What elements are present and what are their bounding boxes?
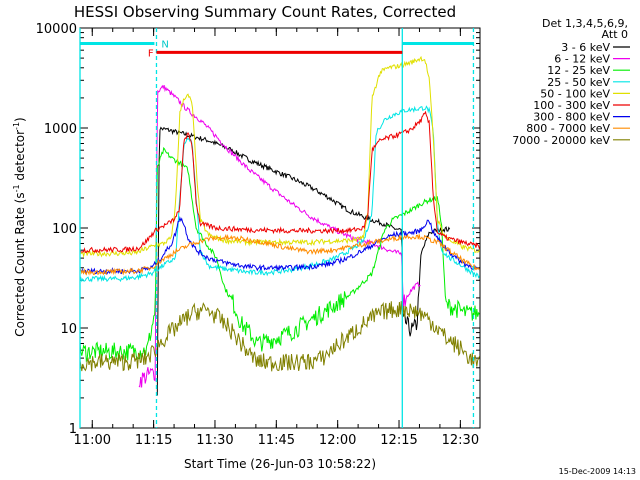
y-tick-label: 10: [60, 322, 77, 337]
y-tick-label: 100: [52, 222, 77, 237]
legend-label: 300 - 800 keV: [533, 111, 610, 124]
legend-label: 25 - 50 keV: [547, 76, 610, 89]
svg-text:Corrected Count Rate (s-1 dete: Corrected Count Rate (s-1 detector-1): [12, 117, 27, 336]
x-tick-label: 11:45: [258, 433, 295, 448]
legend-label: 100 - 300 keV: [533, 99, 610, 112]
x-tick-label: 11:00: [74, 433, 111, 448]
y-axis-label: Corrected Count Rate (s-1 detector-1): [12, 117, 27, 336]
legend-label: 50 - 100 keV: [540, 87, 610, 100]
footer-timestamp: 15-Dec-2009 14:13: [559, 467, 636, 476]
legend-label: 800 - 7000 keV: [526, 122, 610, 135]
legend-header-line-1: Det 1,3,4,5,6,9,: [542, 17, 628, 30]
series-line-8: [79, 301, 480, 372]
x-axis-label: Start Time (26-Jun-03 10:58:22): [184, 457, 376, 471]
series-line-0: [156, 126, 451, 396]
legend-label: 6 - 12 keV: [554, 53, 610, 66]
legend-label: 3 - 6 keV: [561, 41, 610, 54]
series-line-7: [80, 233, 480, 276]
y-tick-label: 10000: [36, 22, 77, 37]
legend-label: 12 - 25 keV: [547, 64, 610, 77]
y-tick-label: 1000: [44, 122, 77, 137]
legend-header-line-2: Att 0: [602, 28, 628, 41]
chart-title: HESSI Observing Summary Count Rates, Cor…: [74, 3, 456, 21]
series-line-3: [79, 105, 480, 283]
series-line-2: [79, 146, 480, 363]
flag-n-label: N: [161, 39, 168, 50]
x-tick-label: 12:15: [380, 433, 417, 448]
x-tick-label: 12:00: [319, 433, 356, 448]
x-tick-label: 11:15: [135, 433, 172, 448]
series-line-6: [79, 215, 480, 275]
series-line-4: [79, 55, 480, 259]
series-line-5: [79, 110, 480, 254]
x-tick-label: 12:30: [442, 433, 479, 448]
x-tick-label: 11:30: [196, 433, 233, 448]
y-tick-label: 1: [69, 422, 77, 437]
legend-label: 7000 - 20000 keV: [512, 134, 610, 147]
flag-f-label: F: [148, 48, 154, 59]
plot-area: 1 10 100 1000 10000 11:00 11:15 11:30 11:45 12:00…: [36, 22, 481, 448]
